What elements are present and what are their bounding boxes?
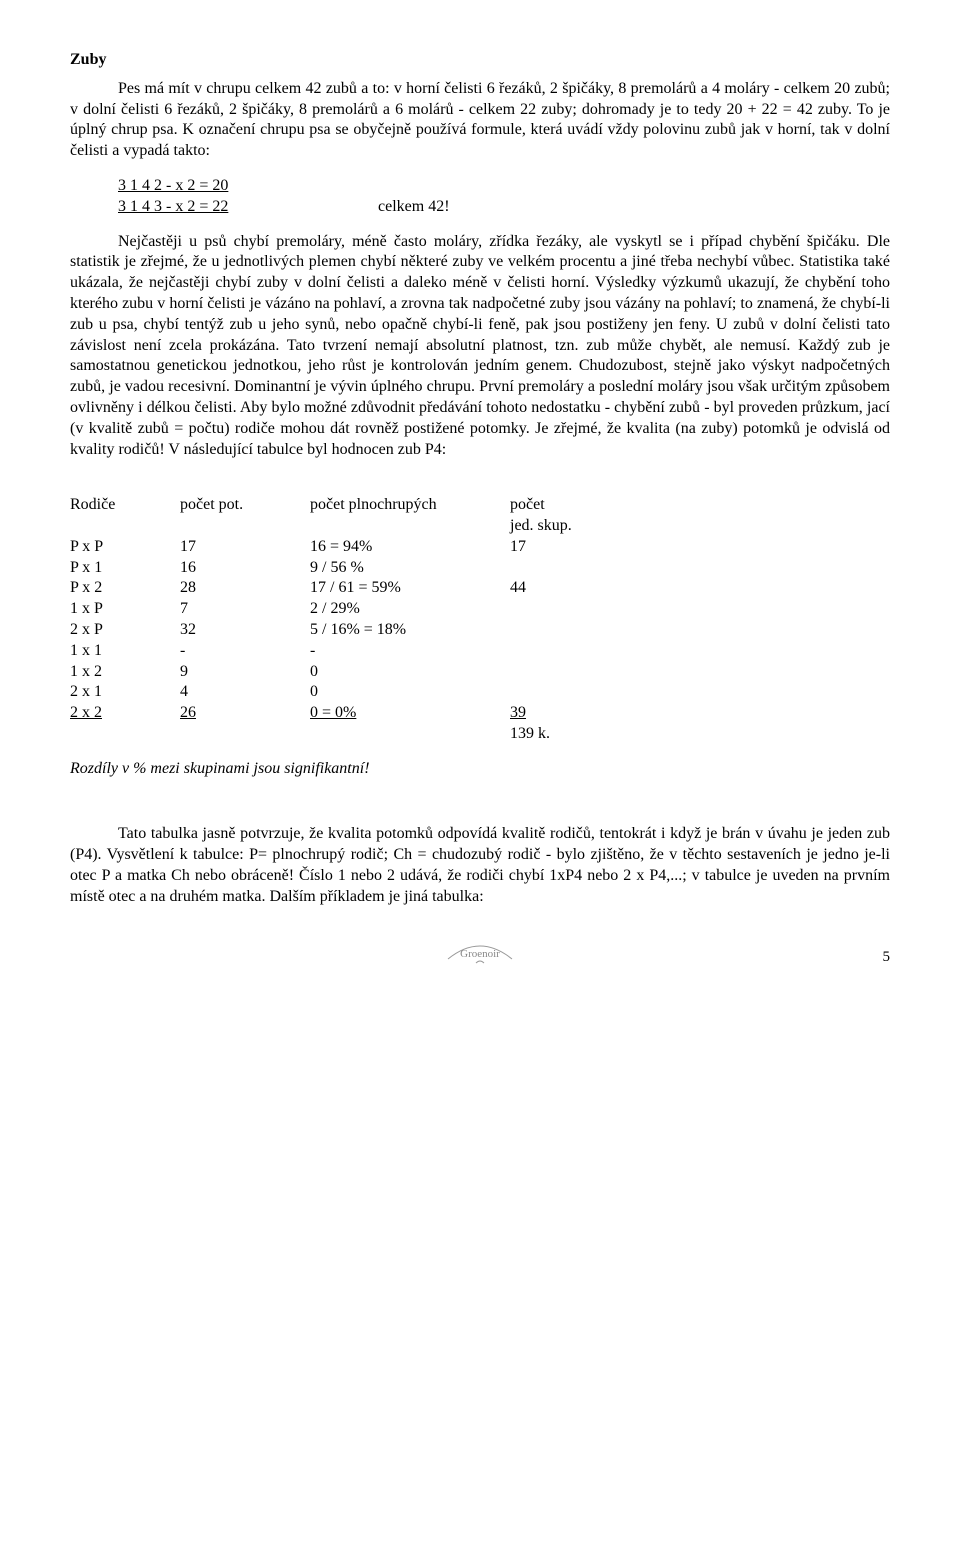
p4-table: Rodiče počet pot. počet plnochrupých poč… (70, 495, 890, 745)
table-header-row: Rodiče počet pot. počet plnochrupých poč… (70, 495, 890, 516)
page-footer: Groenoir 5 (70, 937, 890, 967)
table-cell: 5 / 16% = 18% (310, 620, 510, 641)
col-plnochrupych-header: počet plnochrupých (310, 495, 510, 516)
table-cell: P x 1 (70, 558, 180, 579)
table-cell: 17 (180, 537, 310, 558)
table-cell: 9 / 56 % (310, 558, 510, 579)
formula-line-2-left: 3 1 4 3 - x 2 = 22 (118, 197, 378, 218)
col-jed-skup-header: jed. skup. (510, 516, 640, 537)
table-cell: - (310, 641, 510, 662)
table-cell (180, 724, 310, 745)
table-cell: 2 / 29% (310, 599, 510, 620)
table-cell (510, 662, 640, 683)
col-pocet-skup-header: počet (510, 495, 640, 516)
significance-note: Rozdíly v % mezi skupinami jsou signifik… (70, 759, 890, 780)
table-cell: 0 (310, 662, 510, 683)
table-cell (510, 558, 640, 579)
paragraph-2: Nejčastěji u psů chybí premoláry, méně č… (70, 232, 890, 461)
table-row: 1 x 290 (70, 662, 890, 683)
formula-line-1: 3 1 4 2 - x 2 = 20 (118, 176, 378, 197)
table-cell (70, 724, 180, 745)
table-cell: 26 (180, 703, 310, 724)
table-cell: 139 k. (510, 724, 640, 745)
table-cell: P x 2 (70, 578, 180, 599)
table-row: 1 x P72 / 29% (70, 599, 890, 620)
table-row: P x 1169 / 56 % (70, 558, 890, 579)
table-cell: 0 (310, 682, 510, 703)
table-cell: 2 x 1 (70, 682, 180, 703)
table-row: P x 22817 / 61 = 59%44 (70, 578, 890, 599)
table-cell: 28 (180, 578, 310, 599)
table-cell (310, 724, 510, 745)
table-cell: - (180, 641, 310, 662)
table-cell: 16 (180, 558, 310, 579)
page-number: 5 (883, 948, 891, 968)
table-row: 1 x 1-- (70, 641, 890, 662)
col-pocet-pot-header: počet pot. (180, 495, 310, 516)
table-row: 2 x 2260 = 0%39 (70, 703, 890, 724)
table-header-row-2: jed. skup. (70, 516, 890, 537)
svg-text:Groenoir: Groenoir (460, 948, 500, 960)
paragraph-1: Pes má mít v chrupu celkem 42 zubů a to:… (70, 79, 890, 162)
table-cell: 17 / 61 = 59% (310, 578, 510, 599)
table-cell: 44 (510, 578, 640, 599)
dental-formula: 3 1 4 2 - x 2 = 20 3 1 4 3 - x 2 = 22 ce… (118, 176, 890, 218)
page-heading: Zuby (70, 50, 890, 71)
table-cell: 32 (180, 620, 310, 641)
table-cell: 1 x P (70, 599, 180, 620)
table-cell: 17 (510, 537, 640, 558)
table-cell (510, 620, 640, 641)
table-cell: 16 = 94% (310, 537, 510, 558)
table-row: 2 x 140 (70, 682, 890, 703)
table-row: P x P1716 = 94%17 (70, 537, 890, 558)
table-cell: 0 = 0% (310, 703, 510, 724)
logo-icon: Groenoir (440, 937, 520, 967)
formula-line-2-right: celkem 42! (378, 197, 450, 218)
table-cell: 9 (180, 662, 310, 683)
col-rodice-header: Rodiče (70, 495, 180, 516)
table-cell: 7 (180, 599, 310, 620)
table-cell: P x P (70, 537, 180, 558)
table-cell: 39 (510, 703, 640, 724)
table-cell: 2 x 2 (70, 703, 180, 724)
table-cell (510, 682, 640, 703)
table-cell: 1 x 2 (70, 662, 180, 683)
paragraph-3: Tato tabulka jasně potvrzuje, že kvalita… (70, 824, 890, 907)
table-cell: 1 x 1 (70, 641, 180, 662)
table-row: 2 x P325 / 16% = 18% (70, 620, 890, 641)
table-cell (510, 641, 640, 662)
table-row: 139 k. (70, 724, 890, 745)
table-cell: 2 x P (70, 620, 180, 641)
table-cell (510, 599, 640, 620)
table-cell: 4 (180, 682, 310, 703)
